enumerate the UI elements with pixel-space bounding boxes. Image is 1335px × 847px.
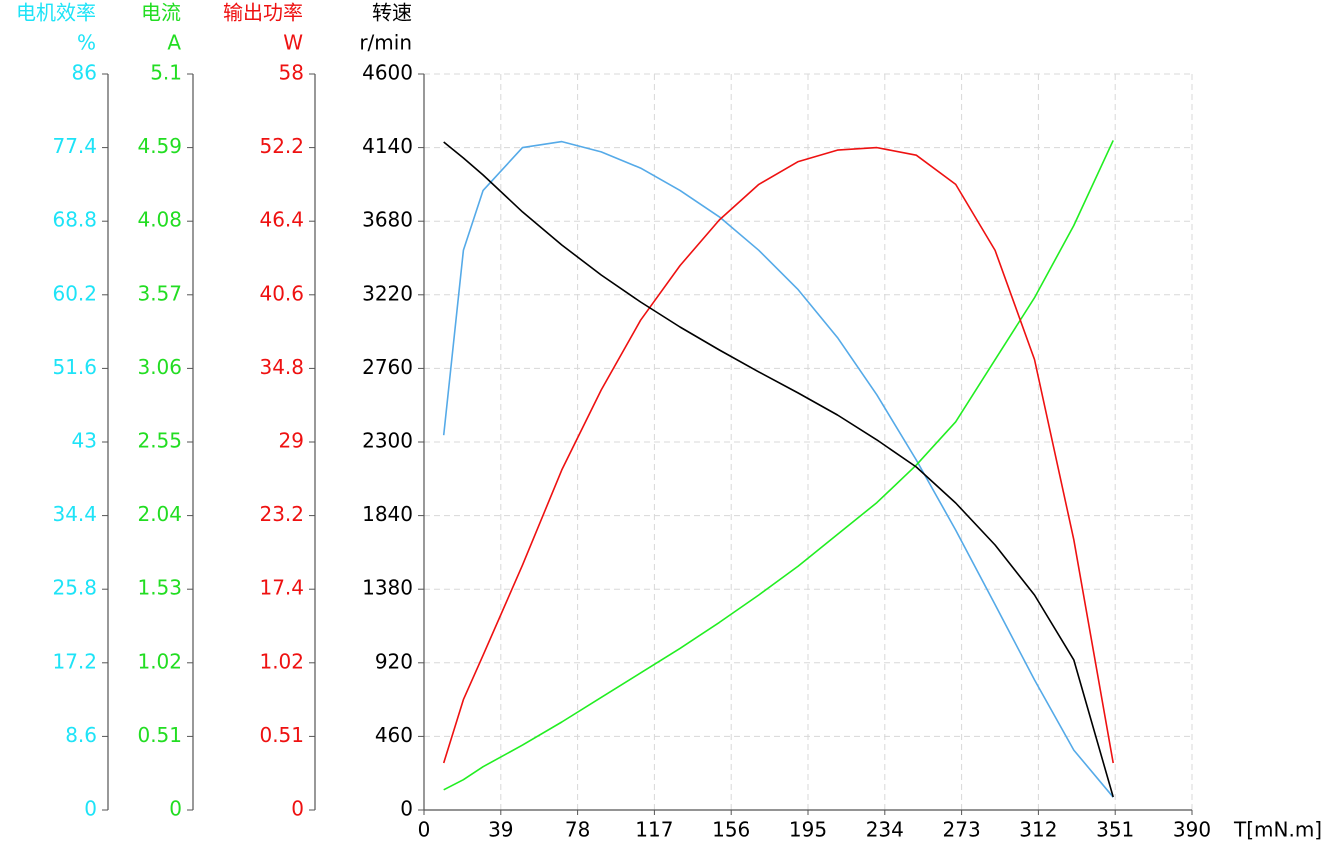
y-axis-unit: W <box>283 31 303 55</box>
y-tick-label: 77.4 <box>52 134 97 158</box>
y-tick-label: 3680 <box>362 208 413 232</box>
y-tick-label: 8.6 <box>65 723 97 747</box>
y-tick-label: 0 <box>291 797 304 821</box>
y-tick-label: 2.55 <box>137 429 182 453</box>
y-axis-title: 电流 <box>141 1 181 25</box>
x-tick-label: 117 <box>635 818 673 842</box>
y-tick-label: 46.4 <box>259 208 304 232</box>
y-tick-label: 29 <box>279 429 304 453</box>
y-tick-label: 17.4 <box>259 576 304 600</box>
y-tick-label: 25.8 <box>52 576 97 600</box>
y-axis-title: 输出功率 <box>223 1 303 25</box>
y-tick-label: 2.04 <box>137 502 182 526</box>
y-tick-label: 4140 <box>362 134 413 158</box>
y-tick-label: 0 <box>169 797 182 821</box>
y-tick-label: 3.06 <box>137 355 182 379</box>
y-tick-label: 1.53 <box>137 576 182 600</box>
y-tick-label: 40.6 <box>259 281 304 305</box>
x-tick-label: 351 <box>1096 818 1134 842</box>
y-tick-label: 0 <box>84 797 97 821</box>
y-tick-label: 86 <box>72 61 97 85</box>
y-axis-unit: r/min <box>359 31 412 55</box>
y-tick-label: 0 <box>400 797 413 821</box>
y-tick-label: 51.6 <box>52 355 97 379</box>
curve <box>442 140 1114 798</box>
y-tick-label: 43 <box>72 429 97 453</box>
y-tick-label: 68.8 <box>52 208 97 232</box>
y-tick-label: 34.8 <box>259 355 304 379</box>
x-tick-label: 156 <box>712 818 750 842</box>
x-tick-label: 39 <box>488 818 513 842</box>
curve <box>443 141 1114 798</box>
y-tick-label: 58 <box>279 61 304 85</box>
y-tick-label: 2300 <box>362 429 413 453</box>
y-tick-label: 34.4 <box>52 502 97 526</box>
y-tick-label: 460 <box>375 723 413 747</box>
y-axis-title: 转速 <box>372 1 412 25</box>
y-tick-label: 4600 <box>362 61 413 85</box>
y-tick-label: 3220 <box>362 281 413 305</box>
curve <box>442 146 1114 764</box>
x-axis-label: T[mN.m] <box>1233 818 1322 842</box>
y-tick-label: 17.2 <box>52 649 97 673</box>
y-tick-label: 4.59 <box>137 134 182 158</box>
y-axis-title: 电机效率 <box>16 1 96 25</box>
x-tick-label: 78 <box>565 818 590 842</box>
y-tick-label: 1380 <box>362 576 413 600</box>
y-tick-label: 0.51 <box>137 723 182 747</box>
x-tick-label: 273 <box>943 818 981 842</box>
x-tick-label: 234 <box>866 818 904 842</box>
x-tick-label: 312 <box>1019 818 1057 842</box>
y-tick-label: 1.02 <box>259 649 304 673</box>
y-tick-label: 1840 <box>362 502 413 526</box>
x-tick-label: 195 <box>789 818 827 842</box>
y-tick-label: 3.57 <box>137 281 182 305</box>
y-tick-label: 5.1 <box>150 61 182 85</box>
y-tick-label: 52.2 <box>259 134 304 158</box>
y-tick-label: 2760 <box>362 355 413 379</box>
y-axis-unit: A <box>167 31 181 55</box>
x-tick-label: 390 <box>1173 818 1211 842</box>
y-tick-label: 0.51 <box>259 723 304 747</box>
y-tick-label: 4.08 <box>137 208 182 232</box>
y-tick-label: 23.2 <box>259 502 304 526</box>
y-tick-label: 60.2 <box>52 281 97 305</box>
curve <box>443 140 1114 791</box>
y-tick-label: 1.02 <box>137 649 182 673</box>
y-tick-label: 920 <box>375 649 413 673</box>
x-tick-label: 0 <box>418 818 431 842</box>
y-axis-unit: % <box>77 31 96 55</box>
